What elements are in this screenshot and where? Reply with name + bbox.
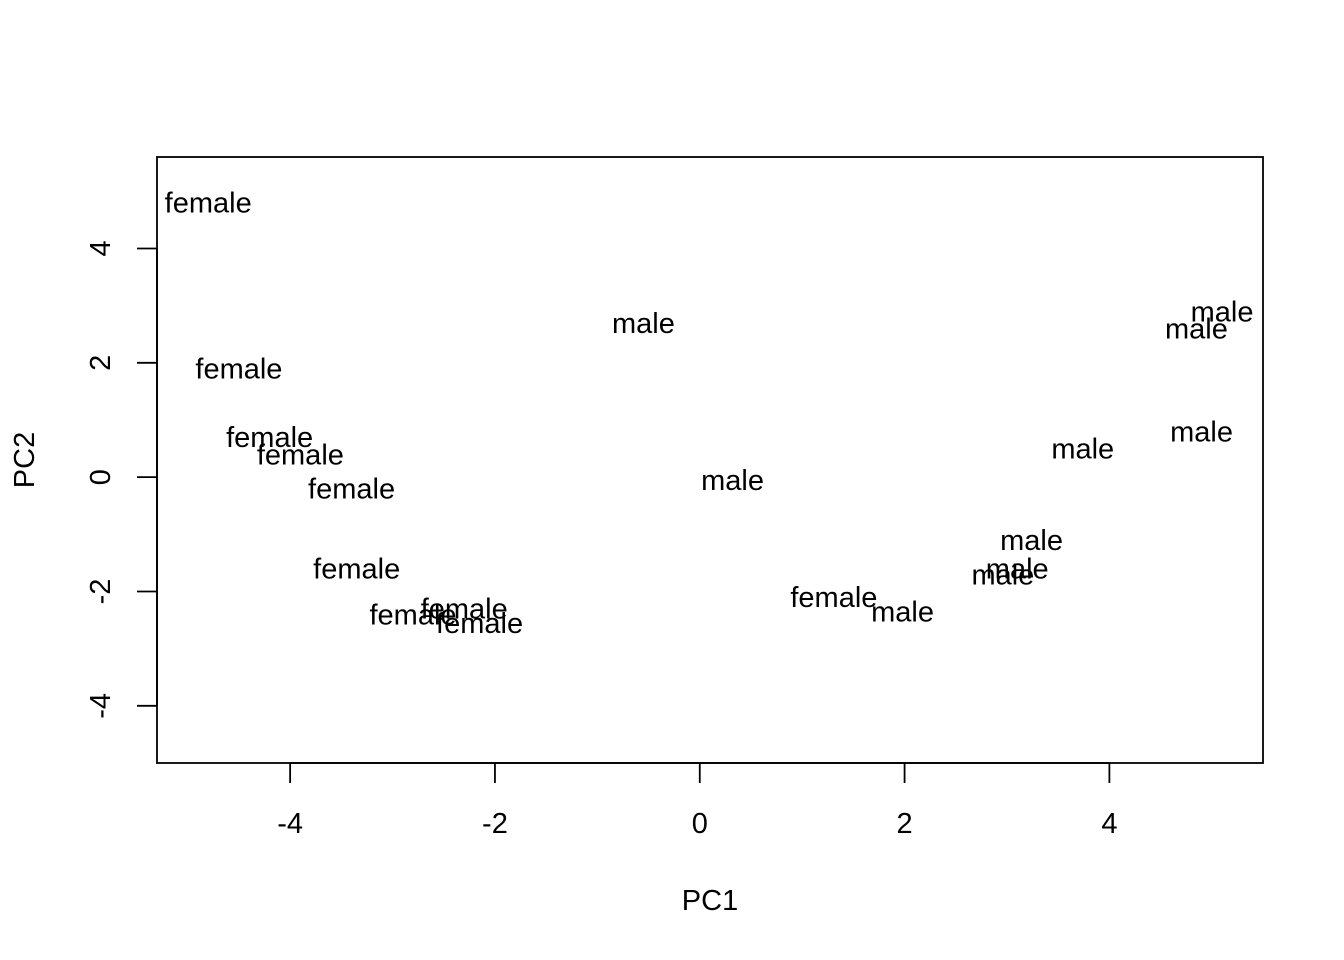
x-tick-label: -4 [277, 808, 303, 840]
x-tick-label: 4 [1101, 808, 1117, 840]
point-label-female: female [369, 599, 456, 631]
point-label-female: female [226, 422, 313, 454]
point-label-male: male [1051, 434, 1114, 466]
point-label-male: male [1191, 296, 1254, 328]
point-label-male: male [971, 559, 1034, 591]
x-axis: -4 -2 0 2 4 [277, 762, 1117, 840]
point-label-male: male [612, 308, 675, 340]
point-label-female: female [790, 582, 877, 614]
y-tick-label: 4 [85, 240, 117, 256]
y-tick-label: -2 [85, 579, 117, 605]
data-points: femalefemalefemalefemalefemalefemalefema… [165, 188, 1254, 640]
point-label-female: female [308, 474, 395, 506]
point-label-female: female [257, 439, 344, 471]
y-tick-label: 2 [85, 355, 117, 371]
point-label-female: female [195, 354, 282, 386]
point-label-female: female [421, 594, 508, 626]
y-axis: -4 -2 0 2 4 [85, 240, 158, 719]
point-label-male: male [701, 465, 764, 497]
point-label-female: female [313, 554, 400, 586]
point-label-male: male [1000, 525, 1063, 557]
y-tick-label: -4 [85, 693, 117, 719]
x-axis-title: PC1 [682, 885, 738, 917]
point-label-male: male [871, 597, 934, 629]
x-tick-label: -2 [482, 808, 508, 840]
point-label-male: male [986, 554, 1049, 586]
point-label-male: male [1165, 314, 1228, 346]
x-tick-label: 2 [897, 808, 913, 840]
x-tick-label: 0 [692, 808, 708, 840]
point-label-female: female [436, 608, 523, 640]
y-axis-title: PC2 [9, 432, 41, 488]
y-tick-label: 0 [85, 469, 117, 485]
point-label-male: male [1170, 416, 1233, 448]
point-label-female: female [165, 188, 252, 220]
